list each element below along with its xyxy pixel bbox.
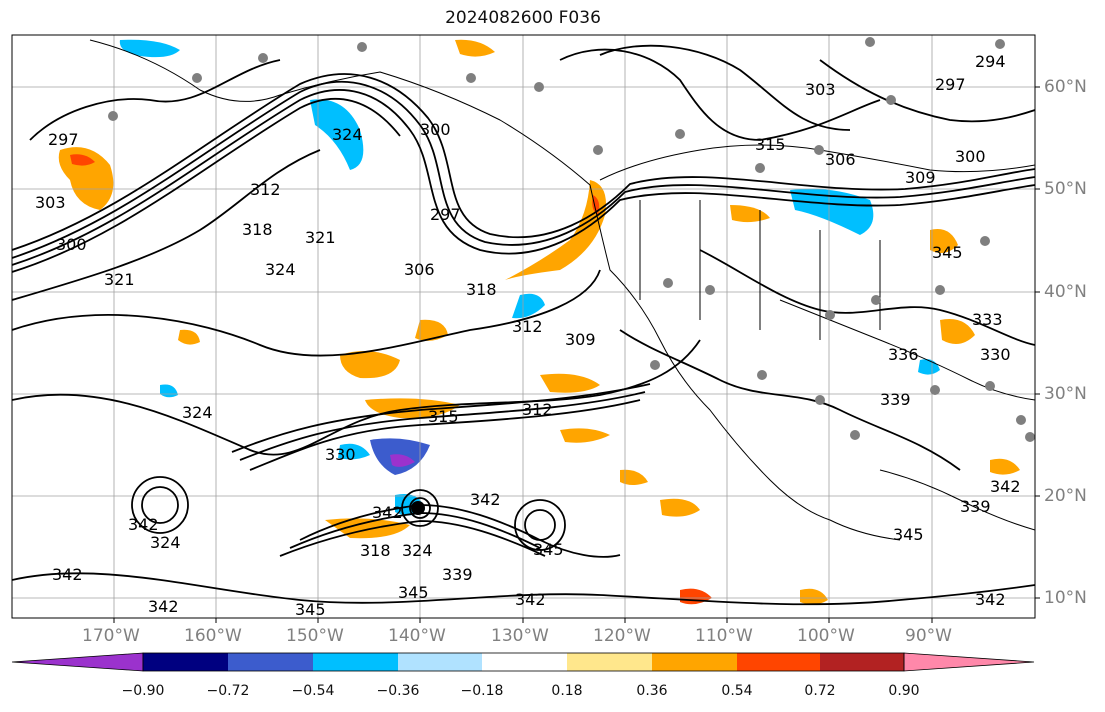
colorbar-segment <box>313 653 398 671</box>
contour-label: 324 <box>402 541 433 560</box>
axis-ticks <box>113 86 1040 623</box>
contour-label: 342 <box>975 590 1006 609</box>
contour-label: 342 <box>148 597 179 616</box>
contour-label: 333 <box>972 310 1003 329</box>
contour-label: 309 <box>565 330 596 349</box>
contour-label: 339 <box>960 497 991 516</box>
colorbar-segment <box>11 652 144 672</box>
lat-label: 40°N <box>1044 282 1087 302</box>
contour-label: 312 <box>522 400 553 419</box>
lon-label: 120°W <box>593 626 651 646</box>
contour-label: 324 <box>182 403 213 422</box>
contour-label: 303 <box>35 193 66 212</box>
colorbar-tick-label: −0.72 <box>206 683 250 699</box>
contour-label: 342 <box>372 503 403 522</box>
contour-label: 306 <box>825 150 856 169</box>
contour-label: 321 <box>104 270 135 289</box>
lat-label: 20°N <box>1044 486 1087 506</box>
colorbar-segment <box>143 653 228 671</box>
contour-label: 297 <box>430 205 461 224</box>
lon-label: 140°W <box>388 626 446 646</box>
lat-label: 10°N <box>1044 588 1087 608</box>
contour-label: 318 <box>466 280 497 299</box>
contour-label: 315 <box>755 135 786 154</box>
lon-label: 130°W <box>491 626 549 646</box>
contour-label: 321 <box>305 228 336 247</box>
contour-label: 324 <box>265 260 296 279</box>
storm-center-marker <box>411 501 425 515</box>
contour-label: 345 <box>932 243 963 262</box>
contour-label: 342 <box>52 565 83 584</box>
contour-label: 345 <box>893 525 924 544</box>
contour-label: 342 <box>515 590 546 609</box>
contour-label: 345 <box>295 600 326 619</box>
colorbar-tick-label: 0.36 <box>636 683 668 699</box>
coastlines <box>89 39 1035 541</box>
contour-label: 324 <box>150 533 181 552</box>
contour-label: 294 <box>975 52 1006 71</box>
lat-label: 60°N <box>1044 77 1087 97</box>
colorbar-segment <box>903 652 1035 672</box>
contour-label: 315 <box>428 407 459 426</box>
contour-label: 342 <box>990 477 1021 496</box>
contour-label: 297 <box>48 130 79 149</box>
colorbar-tick-label: 0.18 <box>551 683 583 699</box>
contour-label: 312 <box>512 317 543 336</box>
colorbar-tick-label: 0.54 <box>721 683 753 699</box>
lon-label: 170°W <box>82 626 140 646</box>
colorbar-tick-label: 0.90 <box>888 683 920 699</box>
colorbar-segment <box>820 653 904 671</box>
lon-label: 150°W <box>286 626 344 646</box>
lat-label: 30°N <box>1044 384 1087 404</box>
lat-label: 50°N <box>1044 179 1087 199</box>
contour-label: 339 <box>442 565 473 584</box>
contour-labels: 297 303 300 321 324 312 318 324 321 300 … <box>35 52 1021 619</box>
colorbar-segment <box>652 653 737 671</box>
contour-label: 312 <box>250 180 281 199</box>
contour-label: 300 <box>420 120 451 139</box>
contour-label: 297 <box>935 75 966 94</box>
map-title: 2024082600 F036 <box>445 8 601 28</box>
shaded-field <box>58 39 1020 605</box>
colorbar <box>11 652 1035 672</box>
contour-label: 342 <box>128 515 159 534</box>
lon-label: 90°W <box>905 626 952 646</box>
contours <box>12 44 1035 606</box>
contour-label: 342 <box>470 490 501 509</box>
colorbar-segment <box>737 653 820 671</box>
contour-label: 300 <box>955 147 986 166</box>
lon-label: 100°W <box>797 626 855 646</box>
contour-label: 345 <box>398 583 429 602</box>
contour-label: 330 <box>980 345 1011 364</box>
contour-label: 303 <box>805 80 836 99</box>
colorbar-tick-label: −0.90 <box>121 683 165 699</box>
colorbar-segment <box>482 653 567 671</box>
contour-label: 345 <box>533 540 564 559</box>
colorbar-tick-label: −0.54 <box>291 683 335 699</box>
lon-label: 160°W <box>184 626 242 646</box>
colorbar-tick-label: −0.36 <box>376 683 420 699</box>
colorbar-tick-label: −0.18 <box>460 683 504 699</box>
contour-label: 336 <box>888 345 919 364</box>
lon-label: 110°W <box>695 626 753 646</box>
contour-label: 318 <box>242 220 273 239</box>
colorbar-tick-label: 0.72 <box>804 683 836 699</box>
colorbar-segment <box>228 653 313 671</box>
contour-label: 300 <box>56 235 87 254</box>
contour-label: 318 <box>360 541 391 560</box>
contour-label: 330 <box>325 445 356 464</box>
contour-label: 306 <box>404 260 435 279</box>
station-markers <box>108 37 1035 442</box>
colorbar-segment <box>567 653 652 671</box>
contour-label: 309 <box>905 168 936 187</box>
contour-label: 339 <box>880 390 911 409</box>
contour-label: 324 <box>332 125 363 144</box>
colorbar-segment <box>398 653 482 671</box>
